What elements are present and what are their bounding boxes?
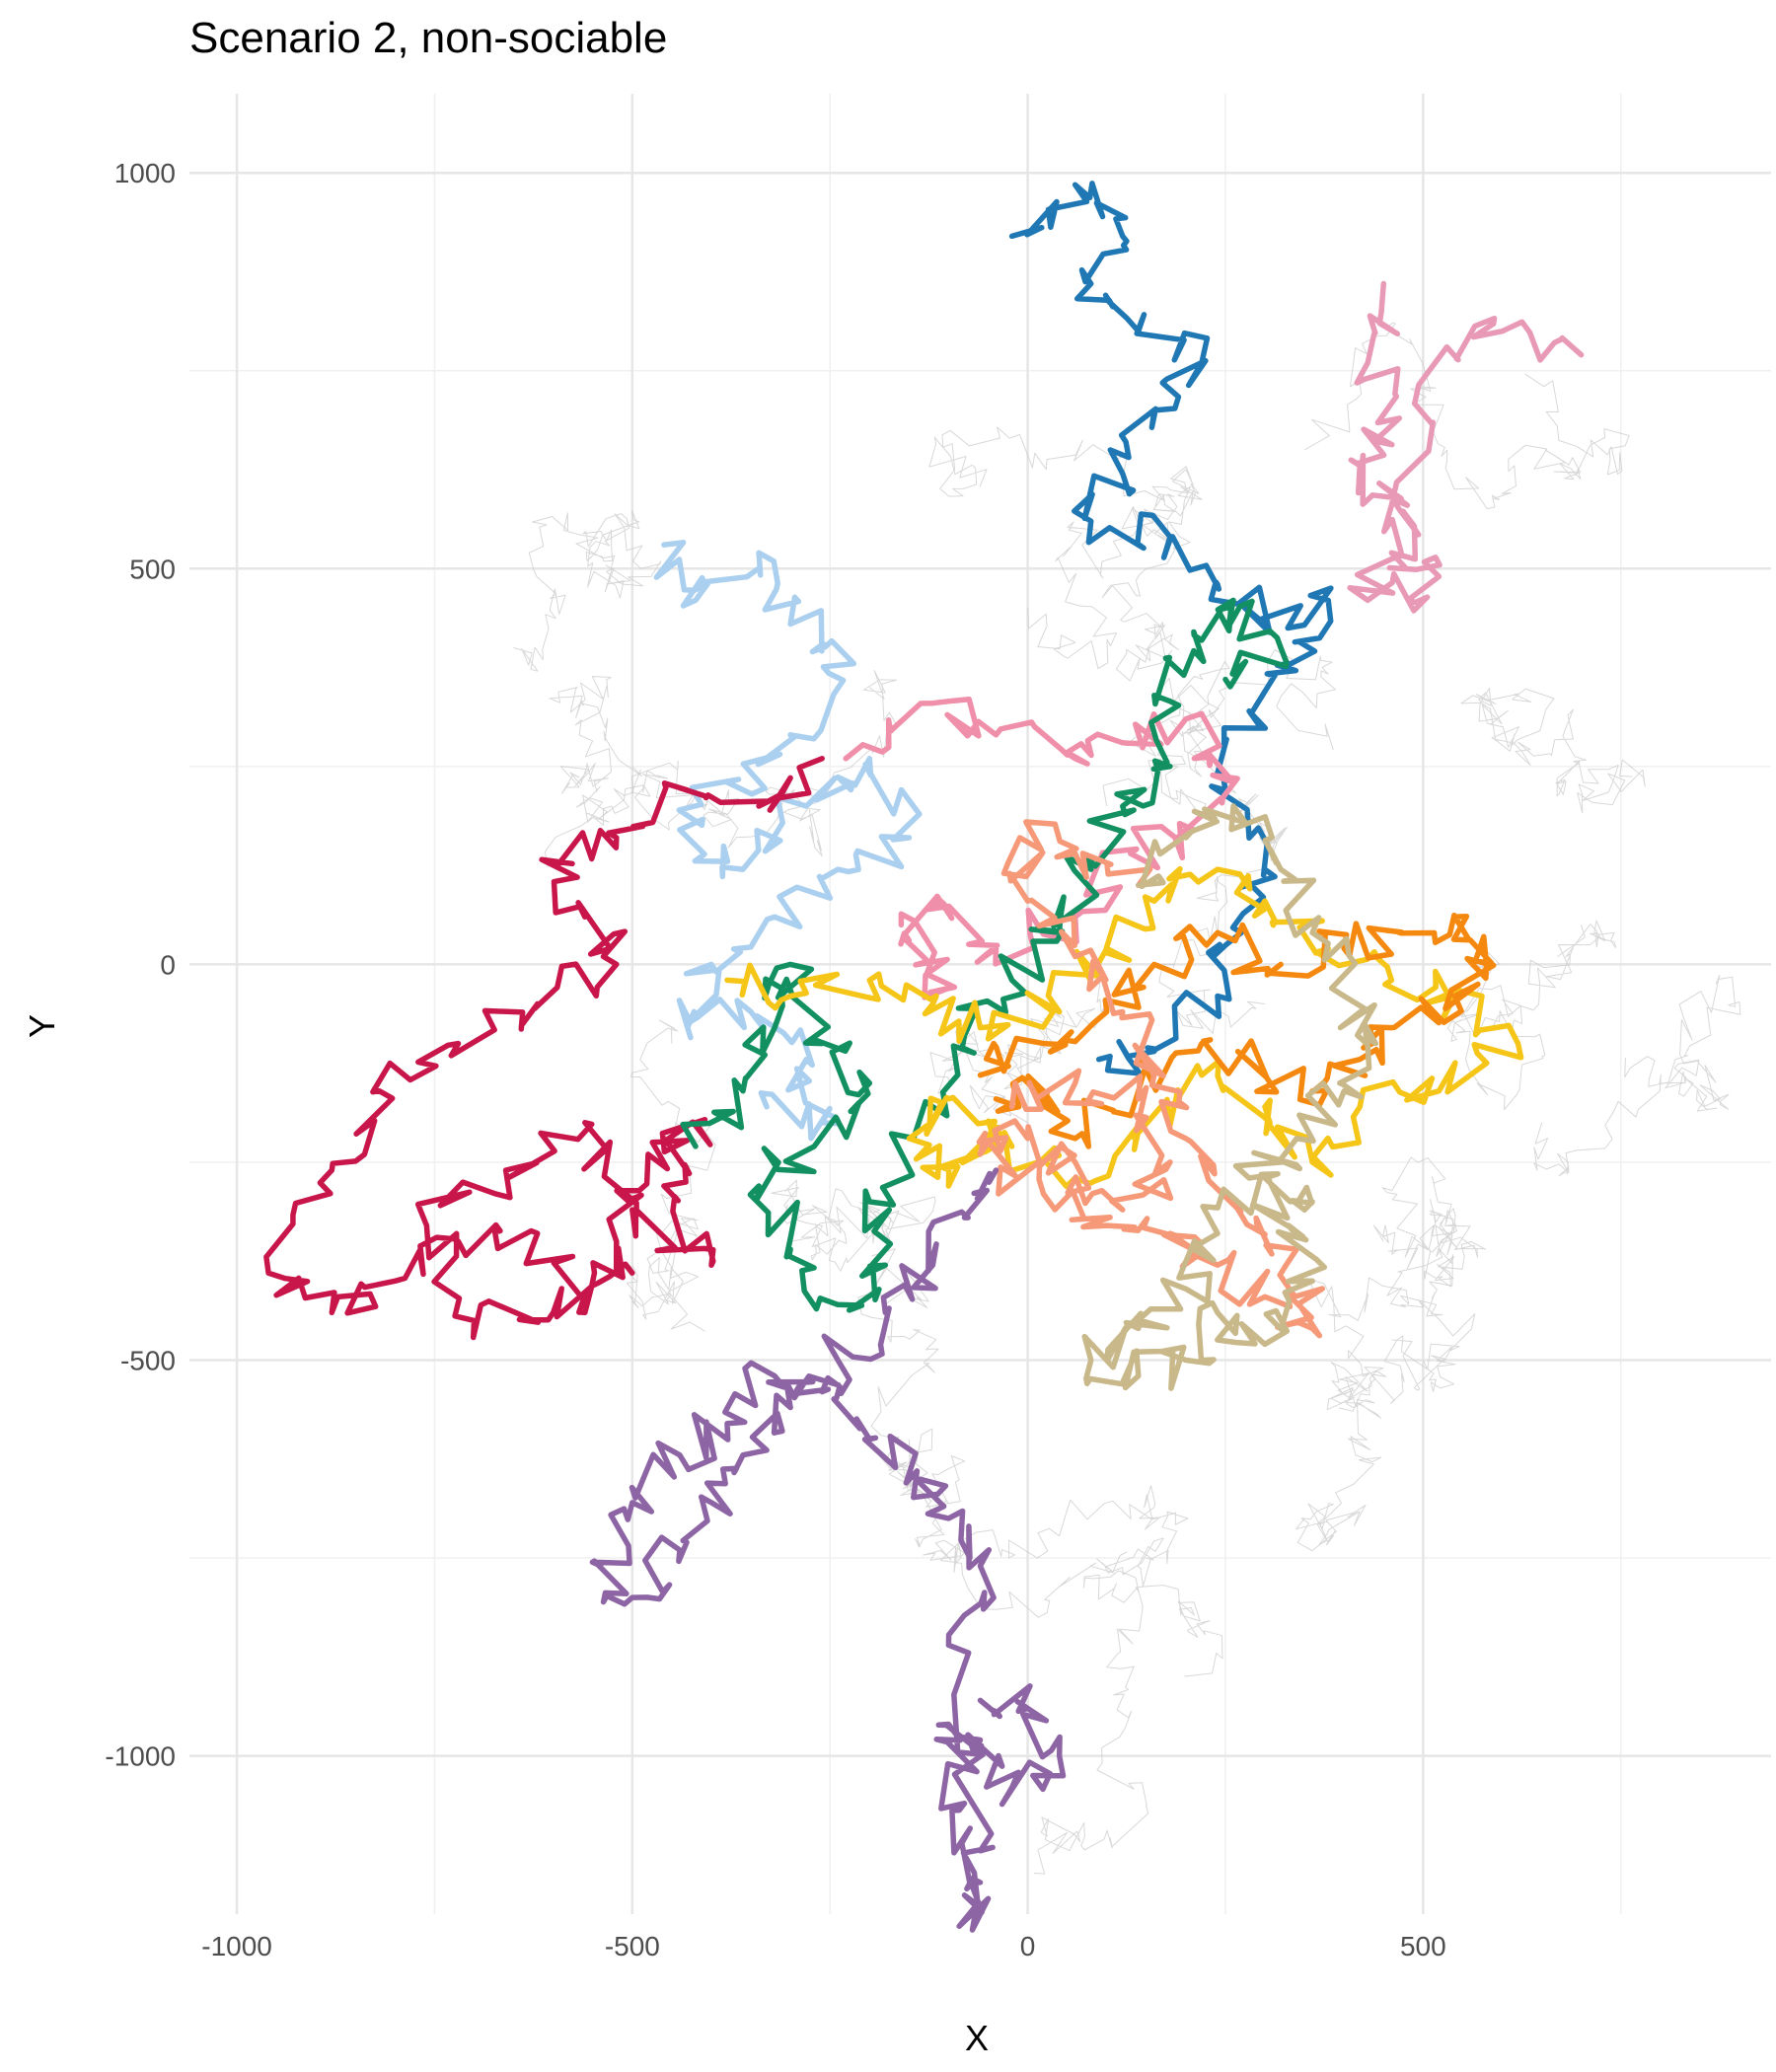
series-track bbox=[263, 756, 825, 1341]
tick-labels: -1000 -500 0 500 -1000 -500 0 500 1000 bbox=[105, 158, 1445, 1961]
background-track bbox=[1446, 920, 1616, 1111]
chart-title: Scenario 2, non-sociable bbox=[189, 14, 668, 62]
background-track bbox=[857, 1248, 966, 1548]
x-tick-label: -500 bbox=[605, 1931, 660, 1961]
background-track bbox=[513, 510, 662, 672]
background-track bbox=[1303, 322, 1630, 510]
background-track bbox=[1102, 649, 1336, 817]
y-tick-label: -500 bbox=[120, 1345, 176, 1375]
x-tick-label: 0 bbox=[1020, 1931, 1036, 1961]
background-track bbox=[1157, 677, 1288, 1034]
background-track bbox=[1295, 1362, 1387, 1552]
background-track bbox=[1372, 1156, 1487, 1288]
series-tracks bbox=[263, 181, 1585, 1933]
series-track bbox=[653, 540, 923, 1142]
series-track bbox=[1081, 803, 1379, 1391]
x-tick-label: 500 bbox=[1400, 1931, 1446, 1961]
background-track bbox=[549, 676, 708, 831]
background-track bbox=[1460, 688, 1646, 814]
series-track bbox=[680, 597, 1290, 1313]
series-track bbox=[1347, 280, 1585, 614]
background-track bbox=[1533, 974, 1741, 1177]
x-tick-label: -1000 bbox=[201, 1931, 272, 1961]
background-track bbox=[923, 1485, 1189, 1618]
background-track bbox=[928, 426, 1203, 550]
series-track bbox=[589, 1167, 1067, 1933]
series-track bbox=[976, 819, 1326, 1339]
y-axis-title: Y bbox=[22, 1014, 62, 1038]
background-track bbox=[620, 1019, 716, 1332]
y-tick-label: 1000 bbox=[114, 158, 176, 188]
series-track bbox=[1008, 181, 1334, 1076]
series-track bbox=[977, 912, 1497, 1149]
y-tick-label: 0 bbox=[160, 949, 176, 980]
y-tick-label: 500 bbox=[129, 554, 176, 584]
grid bbox=[189, 94, 1771, 1914]
x-axis-title: X bbox=[965, 2018, 989, 2058]
background-track bbox=[1027, 519, 1180, 682]
background-tracks bbox=[513, 322, 1741, 1875]
y-tick-label: -1000 bbox=[105, 1741, 176, 1772]
background-track bbox=[1033, 1570, 1223, 1875]
